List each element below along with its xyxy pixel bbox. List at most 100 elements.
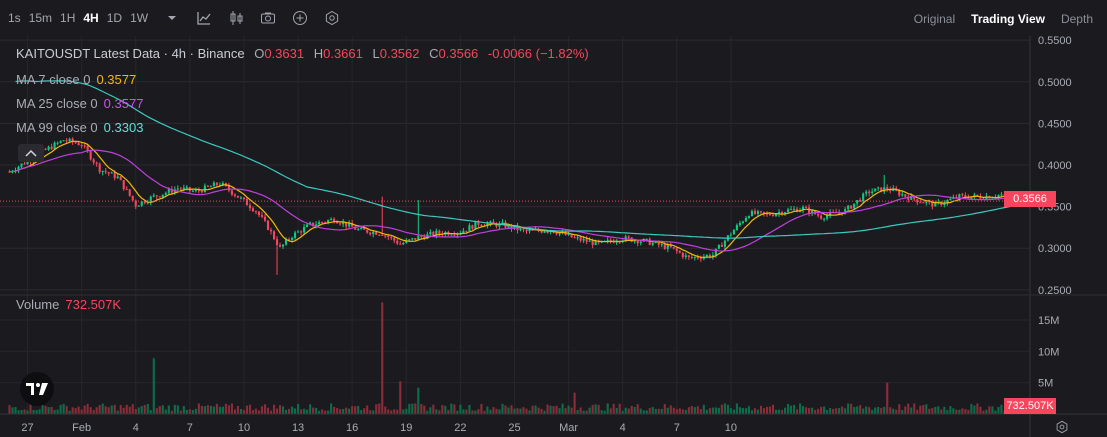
volume-bar	[705, 409, 708, 414]
chart-settings-button[interactable]	[1055, 420, 1069, 437]
time-tick-label: 7	[674, 422, 680, 434]
candle-body	[675, 248, 678, 252]
candle-body	[152, 195, 155, 197]
volume-bar	[167, 405, 170, 414]
candle-body	[387, 235, 390, 238]
settings-hex-icon[interactable]	[324, 10, 340, 26]
candle-body	[408, 239, 411, 241]
view-original[interactable]: Original	[913, 12, 956, 26]
candle-body	[236, 195, 240, 198]
volume-bar	[242, 410, 246, 414]
volume-bar	[113, 404, 116, 414]
volume-bar	[513, 408, 516, 414]
low-key: L	[372, 46, 380, 61]
candle-body	[687, 255, 690, 258]
timeframe-1h[interactable]: 1H	[60, 11, 76, 25]
volume-bar	[564, 408, 567, 414]
volume-bar	[741, 407, 744, 414]
candle-body	[501, 222, 504, 224]
candle-body	[708, 255, 711, 258]
camera-icon[interactable]	[260, 10, 276, 26]
candle-body	[291, 237, 294, 240]
candle-body	[829, 211, 832, 216]
candle-style-icon[interactable]	[228, 10, 244, 26]
legend-ma7[interactable]: MA 7 close 0 0.3577	[16, 72, 136, 87]
candle-body	[774, 213, 778, 216]
volume-bar	[426, 410, 429, 414]
candle-body	[101, 170, 104, 173]
volume-bar	[835, 408, 838, 414]
candle-body	[847, 205, 850, 210]
candle-body	[660, 244, 663, 246]
candle-body	[95, 162, 98, 164]
candle-body	[366, 229, 369, 233]
indicators-icon[interactable]	[196, 10, 212, 26]
price-chart[interactable]: 0.55000.50000.45000.40000.35000.30000.25…	[0, 36, 1107, 437]
candle-body	[928, 201, 931, 203]
volume-bar	[943, 406, 946, 414]
candle-body	[663, 244, 666, 249]
view-trading-view[interactable]: Trading View	[971, 12, 1045, 26]
candle-body	[874, 188, 877, 192]
timeframe-1s[interactable]: 1s	[8, 11, 21, 25]
candle-body	[53, 142, 56, 150]
candle-body	[880, 187, 883, 192]
volume-tick-label: 10M	[1038, 346, 1059, 358]
candle-body	[585, 238, 588, 242]
volume-bar	[140, 406, 143, 414]
volume-bar	[525, 408, 528, 414]
candle-body	[122, 180, 125, 190]
volume-bar	[417, 387, 420, 414]
volume-bar	[20, 410, 23, 414]
candle-body	[245, 199, 249, 206]
candle-body	[275, 239, 279, 246]
volume-bar	[792, 404, 796, 414]
volume-bar	[814, 409, 817, 414]
timeframe-15m[interactable]: 15m	[28, 11, 53, 25]
volume-bar	[107, 407, 110, 414]
volume-bar	[1000, 404, 1003, 414]
volume-bar	[369, 410, 372, 414]
volume-bar	[318, 410, 321, 414]
candle-body	[26, 160, 29, 165]
view-depth[interactable]: Depth	[1060, 12, 1093, 26]
candle-body	[339, 223, 342, 225]
candle-body	[462, 230, 465, 234]
volume-bar	[970, 403, 973, 414]
candle-body	[414, 238, 417, 240]
volume-bar	[892, 408, 895, 414]
chevron-up-icon	[25, 149, 37, 157]
candle-body	[588, 240, 591, 242]
volume-bar	[765, 406, 769, 414]
candle-body	[248, 205, 252, 209]
volume-bar	[101, 403, 104, 414]
candle-body	[859, 200, 862, 202]
legend-volume[interactable]: Volume 732.507K	[16, 297, 121, 312]
plus-circle-icon[interactable]	[292, 10, 308, 26]
candle-body	[209, 186, 212, 188]
dropdown-icon[interactable]	[164, 10, 180, 26]
volume-bar	[802, 406, 805, 414]
candle-body	[260, 214, 264, 217]
volume-bar	[922, 404, 925, 414]
volume-bar	[585, 410, 588, 414]
volume-bar	[504, 405, 507, 414]
timeframe-1w[interactable]: 1W	[130, 11, 149, 25]
chart-grid	[0, 36, 1030, 414]
candle-body	[269, 229, 273, 232]
collapse-legend-button[interactable]	[18, 144, 44, 162]
legend-ma25[interactable]: MA 25 close 0 0.3577	[16, 96, 143, 111]
tradingview-logo[interactable]	[20, 372, 54, 406]
candle-body	[862, 193, 865, 202]
candle-body	[20, 163, 23, 167]
candle-body	[615, 241, 618, 243]
volume-bar	[832, 408, 835, 414]
candle-body	[360, 227, 363, 230]
candle-body	[107, 172, 110, 174]
volume-bar	[224, 403, 227, 414]
timeframe-1d[interactable]: 1D	[106, 11, 123, 25]
timeframe-4h[interactable]: 4H	[83, 11, 99, 25]
legend-ma99[interactable]: MA 99 close 0 0.3303	[16, 120, 143, 135]
volume-bar	[522, 407, 525, 414]
candle-body	[242, 197, 246, 200]
